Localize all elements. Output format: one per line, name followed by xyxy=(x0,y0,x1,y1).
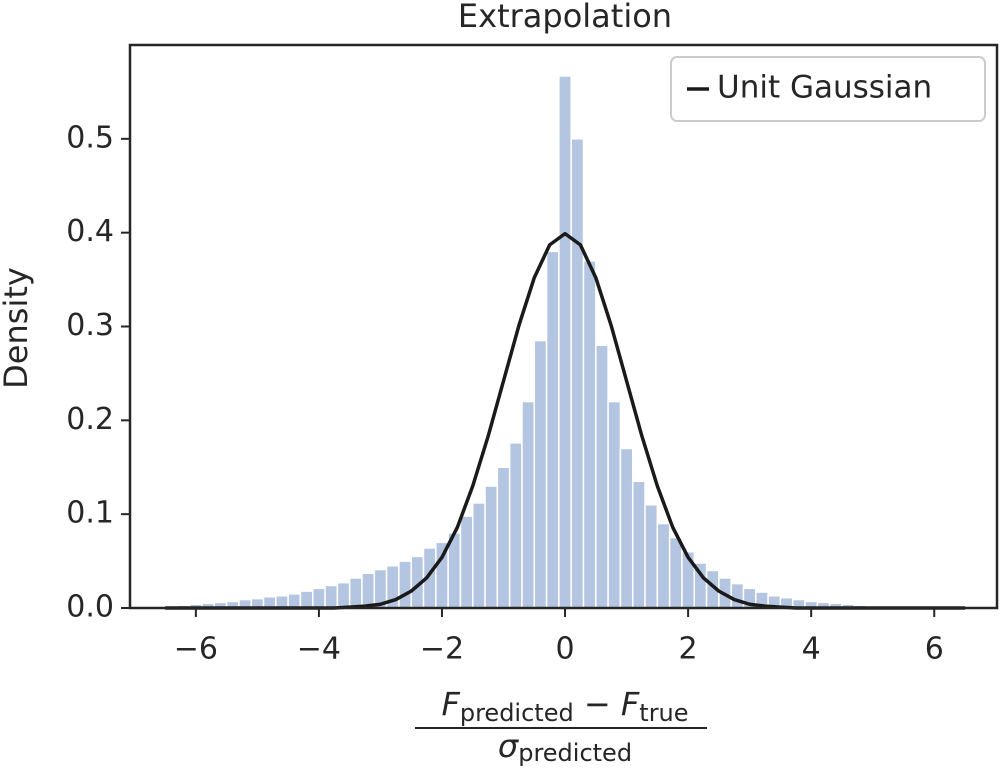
x-axis-label-numerator: Fpredicted − Ftrue xyxy=(441,685,688,727)
histogram-bar xyxy=(336,581,351,609)
x-tick-label: −6 xyxy=(174,632,218,667)
histogram-bar xyxy=(607,400,622,609)
x-label-part: predicted xyxy=(460,699,574,727)
histogram-bar xyxy=(398,560,412,609)
y-tick-label: 0.4 xyxy=(66,214,114,249)
plot-frame xyxy=(128,43,999,610)
histogram-bar xyxy=(496,466,511,609)
histogram-bar xyxy=(348,577,363,609)
x-label-part: true xyxy=(639,699,688,727)
x-axis-label-denominator: σpredicted xyxy=(498,727,632,767)
histogram-bar xyxy=(299,590,314,609)
x-label-part: σ xyxy=(498,727,520,765)
x-tick-label: 4 xyxy=(802,632,821,667)
y-tick-label: 0.3 xyxy=(66,308,114,343)
x-tick-label: −4 xyxy=(297,632,341,667)
x-tick-label: 6 xyxy=(925,632,944,667)
x-tick-label: −2 xyxy=(420,632,464,667)
x-tick-label: 2 xyxy=(679,632,698,667)
histogram-bar xyxy=(595,344,609,609)
histogram-bar xyxy=(656,522,671,609)
histogram-bar xyxy=(668,536,683,609)
y-tick-label: 0.5 xyxy=(66,120,114,155)
histogram-bar xyxy=(545,250,560,609)
histogram-bar xyxy=(484,485,499,609)
histogram-bar xyxy=(521,400,536,609)
legend-box xyxy=(670,56,986,122)
y-tick-label: 0.0 xyxy=(66,590,114,625)
histogram-bar xyxy=(361,572,376,609)
y-tick-label: 0.2 xyxy=(66,402,114,437)
x-label-part: predicted xyxy=(518,739,632,767)
histogram-bar xyxy=(533,339,548,609)
histogram-bar xyxy=(459,515,474,609)
y-axis-label: Density xyxy=(0,267,35,389)
x-label-part: F xyxy=(441,685,460,723)
histogram-bar xyxy=(570,138,585,609)
histogram-bar xyxy=(287,593,302,609)
histogram-bar xyxy=(730,582,745,609)
histogram-bar xyxy=(508,442,523,609)
histogram-bar xyxy=(619,447,634,609)
x-label-part: F xyxy=(621,685,640,723)
y-tick-label: 0.1 xyxy=(66,496,114,531)
histogram-bar xyxy=(275,595,289,609)
histogram-bar xyxy=(644,504,659,609)
histogram-bar xyxy=(582,260,597,609)
histogram-bar xyxy=(631,480,646,609)
histogram-bar xyxy=(312,587,326,609)
histogram-bar xyxy=(558,75,572,609)
chart-title: Extrapolation xyxy=(458,0,672,35)
histogram-bar xyxy=(471,502,486,609)
x-tick-label: 0 xyxy=(555,632,574,667)
histogram-bar xyxy=(324,584,339,609)
legend-label: Unit Gaussian xyxy=(717,70,932,106)
x-label-part: − xyxy=(574,685,621,723)
